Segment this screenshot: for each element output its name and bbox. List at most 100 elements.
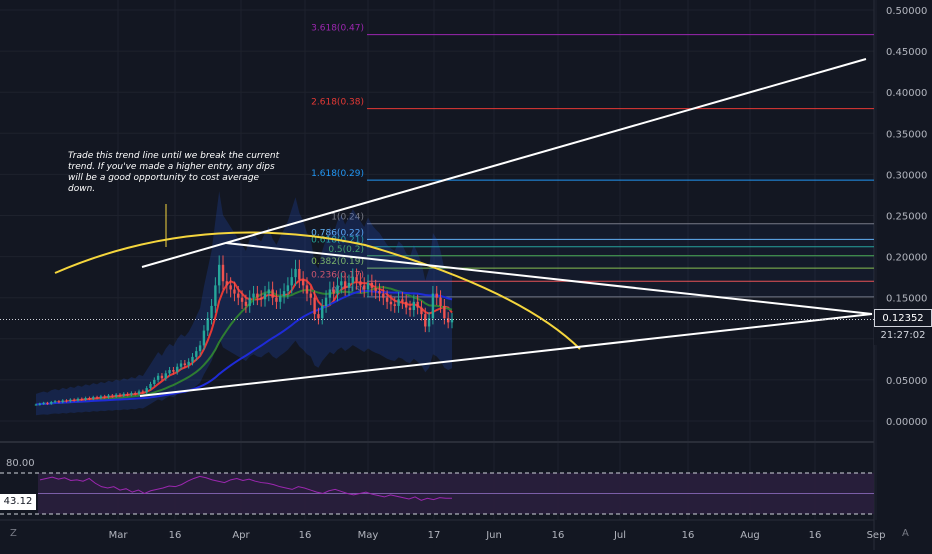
- candle-body: [328, 289, 332, 298]
- candle-body: [137, 391, 141, 394]
- candle-body: [416, 301, 419, 308]
- candle-body: [332, 289, 335, 294]
- x-tick-label: Sep: [867, 530, 886, 541]
- fib-zone: [367, 223, 874, 297]
- candle-body: [374, 287, 377, 292]
- auto-scale-button[interactable]: A: [902, 528, 909, 539]
- candle-body: [183, 363, 187, 366]
- candle-body: [145, 388, 148, 393]
- candle-body: [92, 397, 95, 399]
- candle-body: [450, 319, 454, 323]
- candle-body: [359, 281, 362, 286]
- candle-body: [195, 351, 198, 357]
- candle-body: [118, 394, 122, 396]
- fib-level-label: 0.786(0.22): [311, 228, 364, 238]
- candle-body: [446, 318, 450, 323]
- candle-body: [305, 285, 309, 294]
- y-tick-label: 0.40000: [886, 88, 927, 99]
- fib-level-label: 0.5(0.2): [328, 245, 364, 255]
- candle-body: [50, 402, 53, 404]
- y-tick-label: 0.45000: [886, 47, 927, 58]
- candle-body: [122, 393, 125, 396]
- candle-body: [389, 301, 393, 305]
- rsi-value-tag: 43.12: [0, 494, 36, 510]
- candle-body: [76, 398, 80, 401]
- candle-body: [206, 318, 209, 331]
- candle-body: [317, 314, 320, 319]
- x-tick-label: 17: [428, 530, 441, 541]
- candle-body: [99, 396, 103, 398]
- candle-body: [252, 293, 255, 298]
- candle-body: [420, 307, 423, 315]
- fib-level-label: 1(0.24): [331, 213, 364, 223]
- bollinger-band: [36, 191, 452, 416]
- candle-body: [240, 297, 244, 302]
- rsi-line: [39, 475, 452, 501]
- candle-body: [69, 399, 72, 402]
- y-tick-label: 0.25000: [886, 212, 927, 223]
- candle-body: [321, 305, 324, 319]
- candle-body: [309, 293, 312, 298]
- candle-body: [84, 397, 87, 400]
- candle-body: [370, 282, 374, 288]
- candle-body: [153, 379, 156, 385]
- candle-body: [229, 285, 232, 290]
- candle-body: [340, 281, 343, 286]
- candle-body: [172, 370, 175, 372]
- candle-body: [263, 293, 267, 300]
- y-tick-label: 0.30000: [886, 170, 927, 181]
- support-trendline: [139, 313, 873, 397]
- candle-body: [366, 282, 370, 290]
- candle-body: [114, 394, 118, 397]
- candle-body: [164, 373, 167, 379]
- x-tick-label: 16: [169, 530, 182, 541]
- y-tick-label: 0.50000: [886, 6, 927, 17]
- candle-body: [435, 293, 438, 298]
- candle-body: [149, 384, 152, 389]
- countdown-tag: 21:27:02: [874, 327, 932, 345]
- candle-body: [427, 318, 431, 327]
- candle-body: [408, 307, 412, 311]
- candle-body: [298, 268, 301, 280]
- candle-body: [286, 285, 290, 292]
- candle-body: [103, 396, 106, 398]
- fib-level-label: 0.382(0.19): [311, 257, 364, 267]
- x-tick-label: Jun: [485, 530, 502, 541]
- candle-body: [46, 402, 49, 404]
- candle-body: [248, 297, 251, 306]
- candle-body: [53, 401, 57, 403]
- timezone-button[interactable]: Z: [10, 528, 17, 539]
- candle-body: [256, 293, 259, 298]
- candle-body: [156, 375, 160, 380]
- candle-body: [351, 277, 354, 283]
- rsi-upper-label: 80.00: [6, 458, 35, 469]
- candle-body: [237, 293, 240, 298]
- candle-body: [202, 330, 206, 346]
- candle-body: [336, 285, 339, 294]
- candle-body: [221, 264, 225, 282]
- candle-body: [95, 397, 99, 399]
- candle-body: [282, 291, 286, 297]
- y-tick-label: 0.05000: [886, 376, 927, 387]
- candle-body: [363, 285, 366, 290]
- candle-body: [210, 305, 213, 319]
- candle-body: [130, 393, 133, 395]
- x-tick-label: Mar: [109, 530, 129, 541]
- candle-body: [38, 403, 42, 405]
- candle-body: [233, 289, 236, 294]
- y-tick-label: 0.15000: [886, 294, 927, 305]
- resistance-trendline: [225, 242, 873, 315]
- candle-body: [244, 301, 248, 306]
- candle-body: [134, 393, 137, 395]
- candle-body: [271, 289, 274, 298]
- candle-body: [126, 393, 129, 395]
- candle-body: [347, 282, 351, 288]
- candle-body: [279, 296, 282, 302]
- candle-body: [107, 395, 110, 398]
- candle-body: [290, 277, 293, 286]
- candle-body: [385, 297, 389, 302]
- candle-body: [214, 285, 217, 306]
- candle-body: [187, 361, 190, 366]
